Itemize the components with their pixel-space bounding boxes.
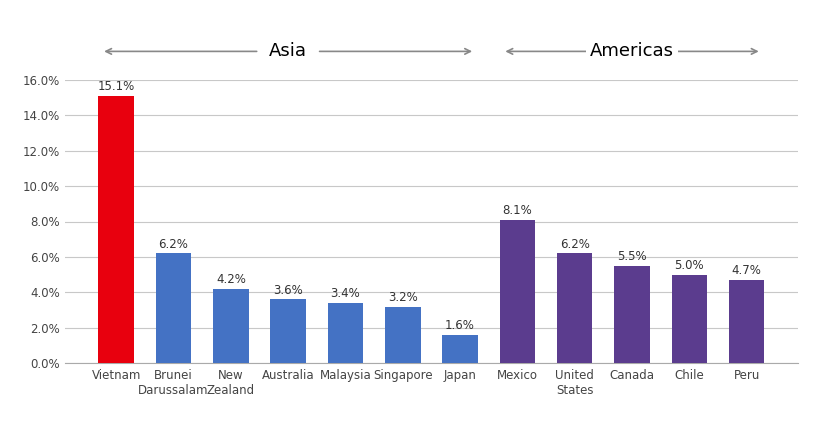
Text: Americas: Americas <box>590 43 674 60</box>
Text: 1.6%: 1.6% <box>445 319 475 332</box>
Bar <box>328 303 363 363</box>
Bar <box>155 253 191 363</box>
Text: 3.6%: 3.6% <box>274 284 303 297</box>
Text: 4.7%: 4.7% <box>732 264 762 277</box>
Bar <box>385 307 421 363</box>
Text: 6.2%: 6.2% <box>159 238 188 251</box>
Bar <box>557 253 593 363</box>
Text: 3.2%: 3.2% <box>388 291 418 304</box>
Text: 3.4%: 3.4% <box>330 288 361 300</box>
Text: 15.1%: 15.1% <box>98 80 135 93</box>
Text: 6.2%: 6.2% <box>560 238 589 251</box>
Bar <box>615 266 650 363</box>
Bar <box>500 220 535 363</box>
Bar <box>270 299 306 363</box>
Bar <box>98 96 134 363</box>
Text: 4.2%: 4.2% <box>216 273 246 286</box>
Text: 5.0%: 5.0% <box>675 259 704 272</box>
Bar <box>442 335 478 363</box>
Text: 5.5%: 5.5% <box>617 250 647 263</box>
Bar <box>729 280 764 363</box>
Bar <box>213 289 248 363</box>
Bar <box>672 275 707 363</box>
Text: Asia: Asia <box>269 43 307 60</box>
Text: 8.1%: 8.1% <box>502 204 532 217</box>
